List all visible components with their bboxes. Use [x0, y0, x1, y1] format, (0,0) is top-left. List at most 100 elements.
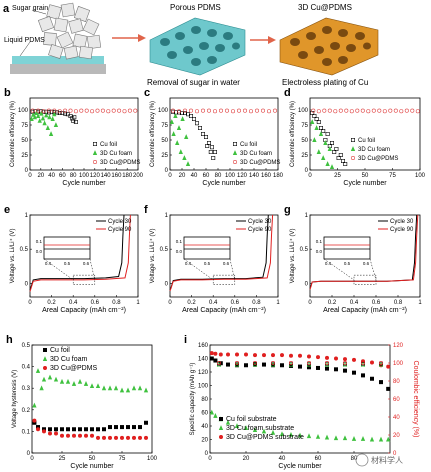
- data-point: [253, 360, 258, 365]
- legend-label: Cu foil: [50, 347, 70, 354]
- legend-label: Cycle 90: [248, 227, 272, 233]
- data-point: [78, 427, 83, 432]
- x-tick-label: 0: [168, 173, 172, 179]
- series-h-1: [32, 368, 149, 408]
- data-point: [378, 380, 383, 385]
- data-point: [185, 161, 191, 166]
- y-tick-label: 100: [18, 108, 29, 114]
- data-point: [316, 109, 321, 114]
- x-tick-label: 0.6: [231, 300, 240, 306]
- data-point: [180, 111, 185, 116]
- y-tick-label: 50: [161, 138, 168, 144]
- x-tick-label: 20: [243, 456, 250, 462]
- x-tick-label: 1: [418, 300, 422, 306]
- data-point: [108, 425, 113, 430]
- y-tick-label: 140: [198, 357, 209, 363]
- y-tick-label: 0: [165, 168, 169, 174]
- data-point: [306, 354, 311, 359]
- sugar-grain-label: Sugar grain: [12, 5, 48, 12]
- series-c-0: [171, 109, 218, 161]
- x-tick-label: 0: [308, 300, 312, 306]
- legend-marker: [42, 365, 47, 370]
- inset-y-label: 0.0: [316, 249, 323, 254]
- x-tick-label: 75: [389, 173, 396, 179]
- data-point: [72, 433, 77, 438]
- series-i-5: [217, 360, 383, 365]
- legend-label: Cycle 30: [390, 219, 414, 225]
- legend-marker: [233, 142, 238, 147]
- data-point: [338, 153, 343, 158]
- legend-label: 3D Cu foam: [100, 151, 132, 157]
- data-point: [180, 116, 185, 121]
- data-point: [213, 109, 218, 114]
- data-point: [333, 356, 338, 361]
- data-point: [217, 360, 222, 365]
- y-tick-label: 100: [158, 108, 169, 114]
- data-point: [378, 436, 384, 442]
- legend-marker: [42, 356, 48, 362]
- data-point: [35, 427, 40, 432]
- data-point: [177, 110, 182, 115]
- data-point: [213, 150, 218, 155]
- data-point: [175, 140, 180, 145]
- data-point: [77, 378, 83, 384]
- inset-y-label: 0.1: [316, 239, 323, 244]
- data-point: [132, 425, 137, 430]
- data-point: [312, 137, 317, 142]
- data-point: [31, 111, 36, 117]
- data-point: [131, 385, 137, 391]
- legend-label: Cu foil: [240, 142, 257, 148]
- legend-label: 3D Cu foam: [240, 151, 272, 157]
- data-point: [310, 119, 315, 124]
- data-point: [310, 111, 315, 116]
- x-tick-label: 160: [261, 173, 272, 179]
- data-point: [306, 360, 311, 365]
- data-point: [182, 155, 187, 160]
- cu-pdms-label: 3D Cu@PDMS: [298, 3, 352, 12]
- data-point: [47, 431, 52, 436]
- x-tick-label: 50: [362, 173, 369, 179]
- x-tick-label: 0.2: [187, 300, 196, 306]
- data-point: [314, 125, 319, 130]
- chart-f: f 0 0.2 0.4 0.6 0.8 1 0 0.5 1 Areal Capacity (mAh …: [144, 204, 280, 314]
- inset-guide: [183, 258, 236, 281]
- data-point: [57, 111, 62, 116]
- y-tick-label: 100: [298, 108, 309, 114]
- data-point: [95, 383, 101, 389]
- legend-marker: [93, 142, 98, 147]
- series-c-1: [169, 113, 191, 166]
- chart-e: e 0 0.2 0.4 0.6 0.8 1 0 0.5 1 Areal Capacity (mAh …: [4, 204, 140, 314]
- data-point: [316, 120, 321, 125]
- y-axis-label: Voltage vs. Li/Li⁺ (V): [289, 229, 296, 284]
- data-point: [78, 433, 83, 438]
- data-point: [90, 427, 95, 432]
- data-point: [244, 363, 249, 368]
- x-tick-label: 80: [215, 173, 222, 179]
- data-point: [143, 387, 149, 393]
- data-point: [209, 356, 214, 361]
- x-axis-label: Cycle number: [202, 180, 246, 187]
- arrow-right-icon: [112, 34, 146, 42]
- x-tick-label: 160: [111, 173, 122, 179]
- data-point: [47, 114, 52, 120]
- x-tick-label: 25: [334, 173, 341, 179]
- substrate-base: [10, 64, 106, 74]
- data-point: [288, 360, 293, 365]
- y-tick-label: 25: [161, 153, 168, 159]
- data-point: [40, 115, 46, 121]
- x-axis-label: Cycle number: [278, 463, 322, 470]
- x-tick-label: 0: [168, 300, 172, 306]
- data-point: [114, 435, 119, 440]
- data-point: [138, 425, 143, 430]
- data-point: [324, 366, 329, 371]
- data-point: [343, 162, 348, 167]
- data-point: [218, 352, 223, 357]
- data-point: [183, 111, 188, 116]
- data-point: [126, 425, 131, 430]
- data-point: [226, 352, 231, 357]
- y2-tick-label: 20: [393, 433, 400, 439]
- data-point: [32, 402, 37, 408]
- data-point: [415, 109, 420, 114]
- data-point: [46, 110, 51, 115]
- watermark-text: 材料学人: [371, 455, 403, 465]
